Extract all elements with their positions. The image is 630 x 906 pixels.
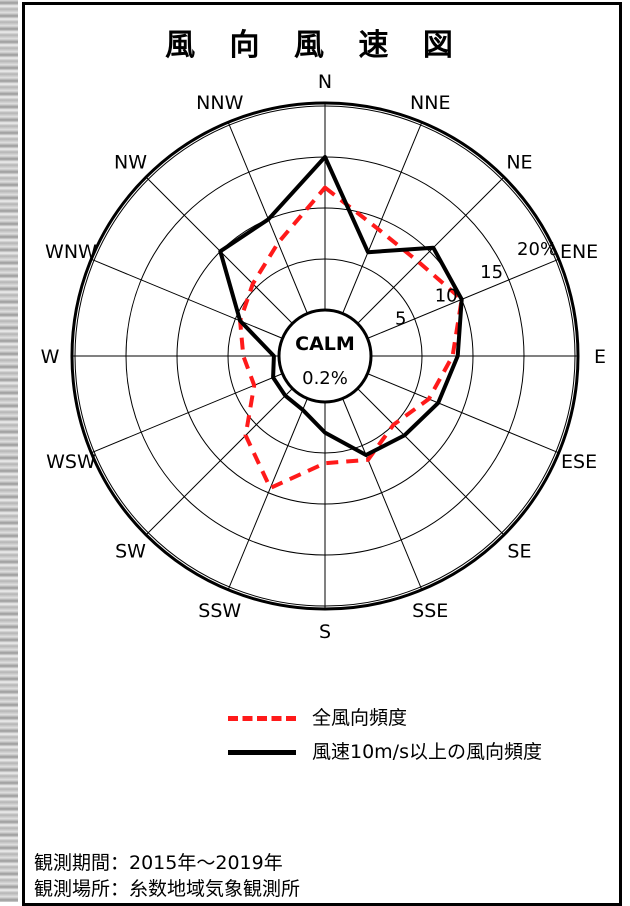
direction-label-wnw: WNW	[45, 241, 97, 263]
calm-label: CALM	[295, 333, 355, 355]
direction-label-w: W	[41, 346, 60, 368]
grid-spoke	[146, 389, 292, 535]
direction-label-ene: ENE	[560, 241, 598, 263]
direction-label-ese: ESE	[561, 451, 597, 473]
legend-swatch-solid	[228, 750, 296, 755]
radial-tick-label: 5	[395, 308, 406, 329]
direction-label-ne: NE	[506, 152, 532, 174]
direction-label-sw: SW	[115, 540, 146, 562]
grid-spoke	[343, 398, 422, 589]
calm-value: 0.2%	[302, 368, 348, 389]
direction-label-ssw: SSW	[198, 600, 241, 622]
radial-tick-label: 20%	[517, 239, 557, 260]
radial-tick-label: 10	[435, 285, 458, 306]
legend-label: 風速10m/s以上の風向頻度	[312, 737, 542, 764]
radial-tick-labels: 5 10 15 20%	[395, 239, 557, 329]
calm-center: CALM 0.2%	[279, 310, 371, 402]
observation-location: 観測場所：糸数地域気象観測所	[34, 876, 300, 902]
direction-label-nnw: NNW	[196, 92, 243, 114]
legend-label: 全風向頻度	[312, 703, 407, 730]
observation-period: 観測期間：2015年～2019年	[34, 850, 300, 876]
direction-label-wsw: WSW	[46, 451, 96, 473]
direction-label-e: E	[594, 346, 606, 368]
direction-label-s: S	[319, 621, 331, 643]
direction-label-se: SE	[507, 540, 531, 562]
direction-label-n: N	[318, 71, 332, 93]
direction-label-sse: SSE	[412, 600, 448, 622]
grid-spoke	[91, 259, 282, 338]
radial-tick-label: 15	[480, 262, 503, 283]
direction-label-nw: NW	[114, 152, 147, 174]
grid-spoke	[228, 398, 307, 589]
legend-swatch-dashed	[228, 716, 296, 721]
direction-label-nne: NNE	[410, 92, 450, 114]
observation-notes: 観測期間：2015年～2019年 観測場所：糸数地域気象観測所	[34, 850, 300, 902]
